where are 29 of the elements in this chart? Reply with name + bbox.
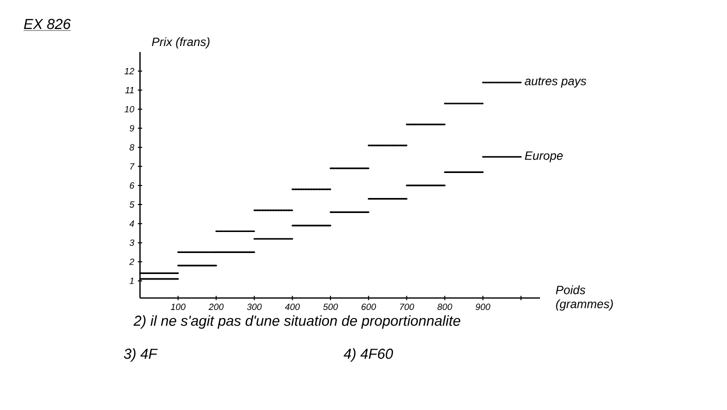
x-axis-title: Poids (grammes): [556, 285, 613, 311]
y-tick-label: 8: [130, 144, 134, 151]
y-tick-label: 6: [130, 182, 134, 189]
y-tick-label: 3: [130, 240, 134, 246]
x-tick-label: 800: [437, 304, 452, 310]
chart-title: EX 826: [24, 18, 71, 30]
text: 4) 4F60: [344, 348, 394, 362]
x-tick-label: 700: [400, 304, 414, 310]
y-tick-label: 12: [124, 68, 134, 74]
x-tick-label: 400: [284, 304, 300, 310]
x-tick-label: 500: [323, 304, 338, 310]
y-tick-label: 1: [130, 278, 134, 284]
x-tick-label: 300: [246, 304, 262, 310]
text: 2) il ne s'agit pas d'une situation de proportionnalite: [133, 315, 460, 329]
text: 3) 4F: [124, 348, 158, 362]
x-tick-label: 600: [362, 304, 376, 310]
y-tick-label: 7: [130, 163, 135, 170]
y-tick-label: 4: [129, 220, 134, 227]
y-tick-label: 2: [129, 258, 134, 265]
y-tick-label: 5: [130, 201, 134, 208]
y-tick-label: 9: [130, 125, 134, 132]
x-tick-label: 100: [170, 304, 186, 310]
y-axis-title: Prix (frans): [152, 37, 210, 48]
y-tick-label: 10: [124, 106, 134, 112]
y-tick-label: 11: [125, 87, 134, 94]
x-tick-label: 200: [208, 304, 224, 310]
series-label: autres pays: [524, 77, 586, 88]
x-tick-label: 900: [476, 304, 490, 310]
series-label: Europe: [524, 152, 563, 162]
